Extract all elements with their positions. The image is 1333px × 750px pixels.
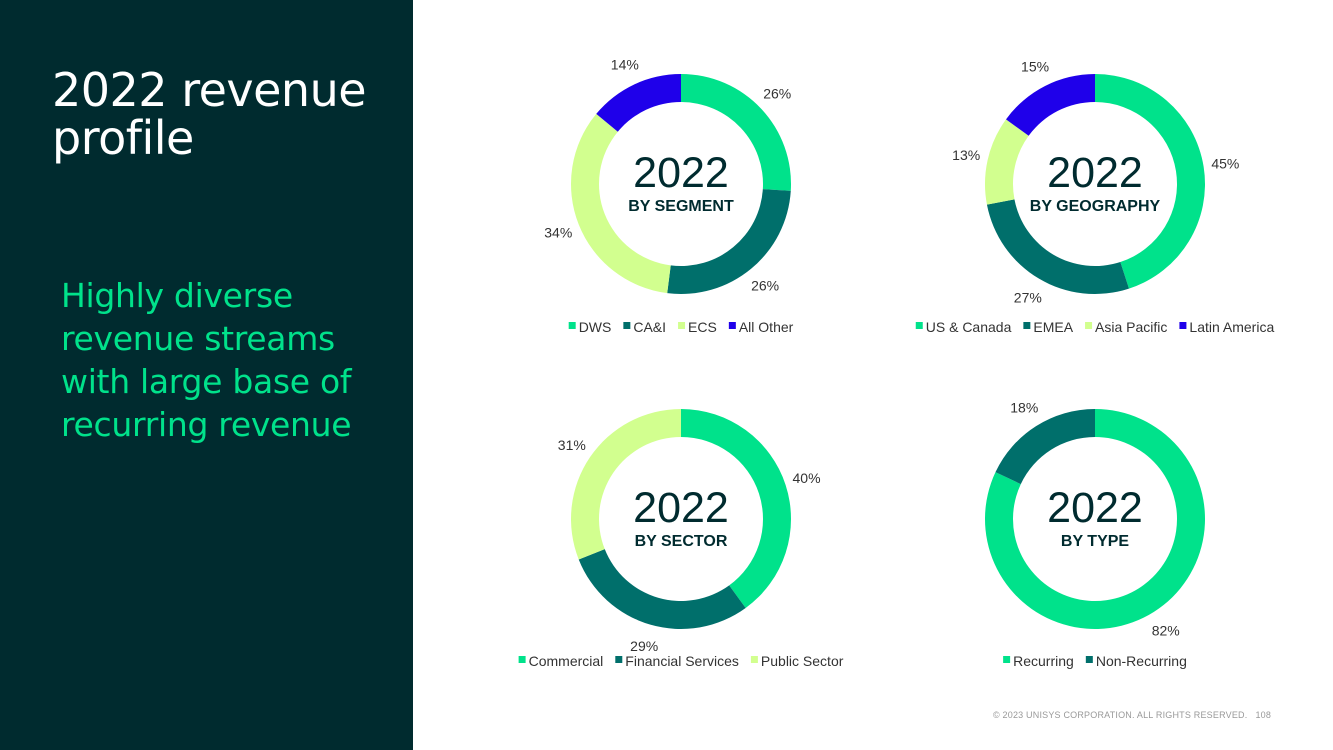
data-label-geography-emea: 27% — [1014, 290, 1042, 306]
page-title: 2022 revenue profile — [52, 63, 367, 165]
center-label-sector: BY SECTOR — [635, 533, 728, 550]
legend-label-type-non-recurring: Non-Recurring — [1096, 653, 1187, 669]
legend-label-geography-latin-america: Latin America — [1189, 319, 1274, 335]
legend-label-segment-dws: DWS — [579, 319, 612, 335]
legend-label-sector-financial-services: Financial Services — [625, 653, 739, 669]
slice-sector-public-sector — [571, 409, 681, 560]
legend-label-geography-us-canada: US & Canada — [926, 319, 1012, 335]
center-label-segment: BY SEGMENT — [628, 198, 734, 215]
legend-swatch-segment-all-other — [728, 322, 736, 329]
footer: © 2023 UNISYS CORPORATION. ALL RIGHTS RE… — [993, 710, 1271, 720]
legend-swatch-geography-latin-america — [1179, 322, 1187, 329]
legend-geography: US & Canada EMEA Asia Pacific Latin America — [915, 319, 1274, 335]
slice-segment-all-other — [596, 74, 681, 132]
legend-swatch-segment-ca-i — [623, 322, 631, 329]
center-year-geography: 2022 — [1047, 149, 1143, 197]
legend-label-segment-ecs: ECS — [688, 319, 717, 335]
center-year-sector: 2022 — [633, 484, 729, 532]
legend-label-segment-all-other: All Other — [739, 319, 794, 335]
data-label-geography-asia-pacific: 13% — [952, 147, 980, 163]
slice-segment-ca-i — [667, 189, 791, 295]
legend-sector: Commercial Financial Services Public Secto… — [518, 653, 844, 669]
left-panel — [0, 0, 413, 750]
legend-swatch-sector-financial-services — [615, 656, 623, 663]
legend-swatch-sector-public-sector — [750, 656, 758, 663]
data-label-geography-us-canada: 45% — [1211, 155, 1239, 171]
center-label-geography: BY GEOGRAPHY — [1030, 198, 1161, 215]
slice-sector-commercial — [681, 409, 791, 608]
slice-geography-latin-america — [1006, 74, 1095, 136]
legend-label-geography-asia-pacific: Asia Pacific — [1095, 319, 1167, 335]
legend-label-geography-emea: EMEA — [1033, 319, 1073, 335]
slice-segment-dws — [681, 74, 791, 191]
data-label-type-recurring: 82% — [1152, 622, 1180, 638]
data-label-sector-commercial: 40% — [793, 470, 821, 486]
legend-swatch-sector-commercial — [518, 656, 526, 663]
slice-type-non-recurring — [995, 409, 1095, 485]
data-label-segment-ca-i: 26% — [751, 278, 779, 294]
legend-label-sector-public-sector: Public Sector — [761, 653, 844, 669]
center-year-segment: 2022 — [633, 149, 729, 197]
slice-sector-financial-services — [578, 549, 746, 629]
legend-segment: DWS CA&I ECS All Other — [568, 319, 794, 335]
slice-geography-us-canada — [1095, 74, 1205, 289]
legend-swatch-geography-us-canada — [915, 322, 923, 329]
page-subtitle: Highly diverse revenue streams with larg… — [61, 276, 352, 444]
slice-geography-emea — [986, 199, 1129, 294]
copyright-text: © 2023 UNISYS CORPORATION. ALL RIGHTS RE… — [993, 710, 1248, 720]
legend-swatch-type-non-recurring — [1085, 656, 1093, 663]
data-label-segment-all-other: 14% — [611, 57, 639, 73]
legend-swatch-segment-ecs — [678, 322, 686, 329]
legend-label-sector-commercial: Commercial — [529, 653, 604, 669]
center-label-type: BY TYPE — [1061, 533, 1130, 550]
data-label-segment-ecs: 34% — [544, 225, 572, 241]
data-label-geography-latin-america: 15% — [1021, 58, 1049, 74]
center-year-type: 2022 — [1047, 484, 1143, 532]
legend-swatch-geography-emea — [1023, 322, 1031, 329]
legend-type: Recurring Non-Recurring — [1003, 653, 1187, 669]
slice-segment-ecs — [571, 113, 671, 294]
slice-geography-asia-pacific — [985, 119, 1029, 205]
legend-swatch-segment-dws — [568, 322, 576, 329]
data-label-sector-financial-services: 29% — [630, 638, 658, 654]
data-label-segment-dws: 26% — [763, 86, 791, 102]
legend-swatch-geography-asia-pacific — [1085, 322, 1093, 329]
legend-swatch-type-recurring — [1003, 656, 1011, 663]
data-label-sector-public-sector: 31% — [558, 437, 586, 453]
page-number: 108 — [1255, 710, 1272, 720]
legend-label-type-recurring: Recurring — [1013, 653, 1074, 669]
data-label-type-non-recurring: 18% — [1010, 400, 1038, 416]
legend-label-segment-ca-i: CA&I — [633, 319, 666, 335]
